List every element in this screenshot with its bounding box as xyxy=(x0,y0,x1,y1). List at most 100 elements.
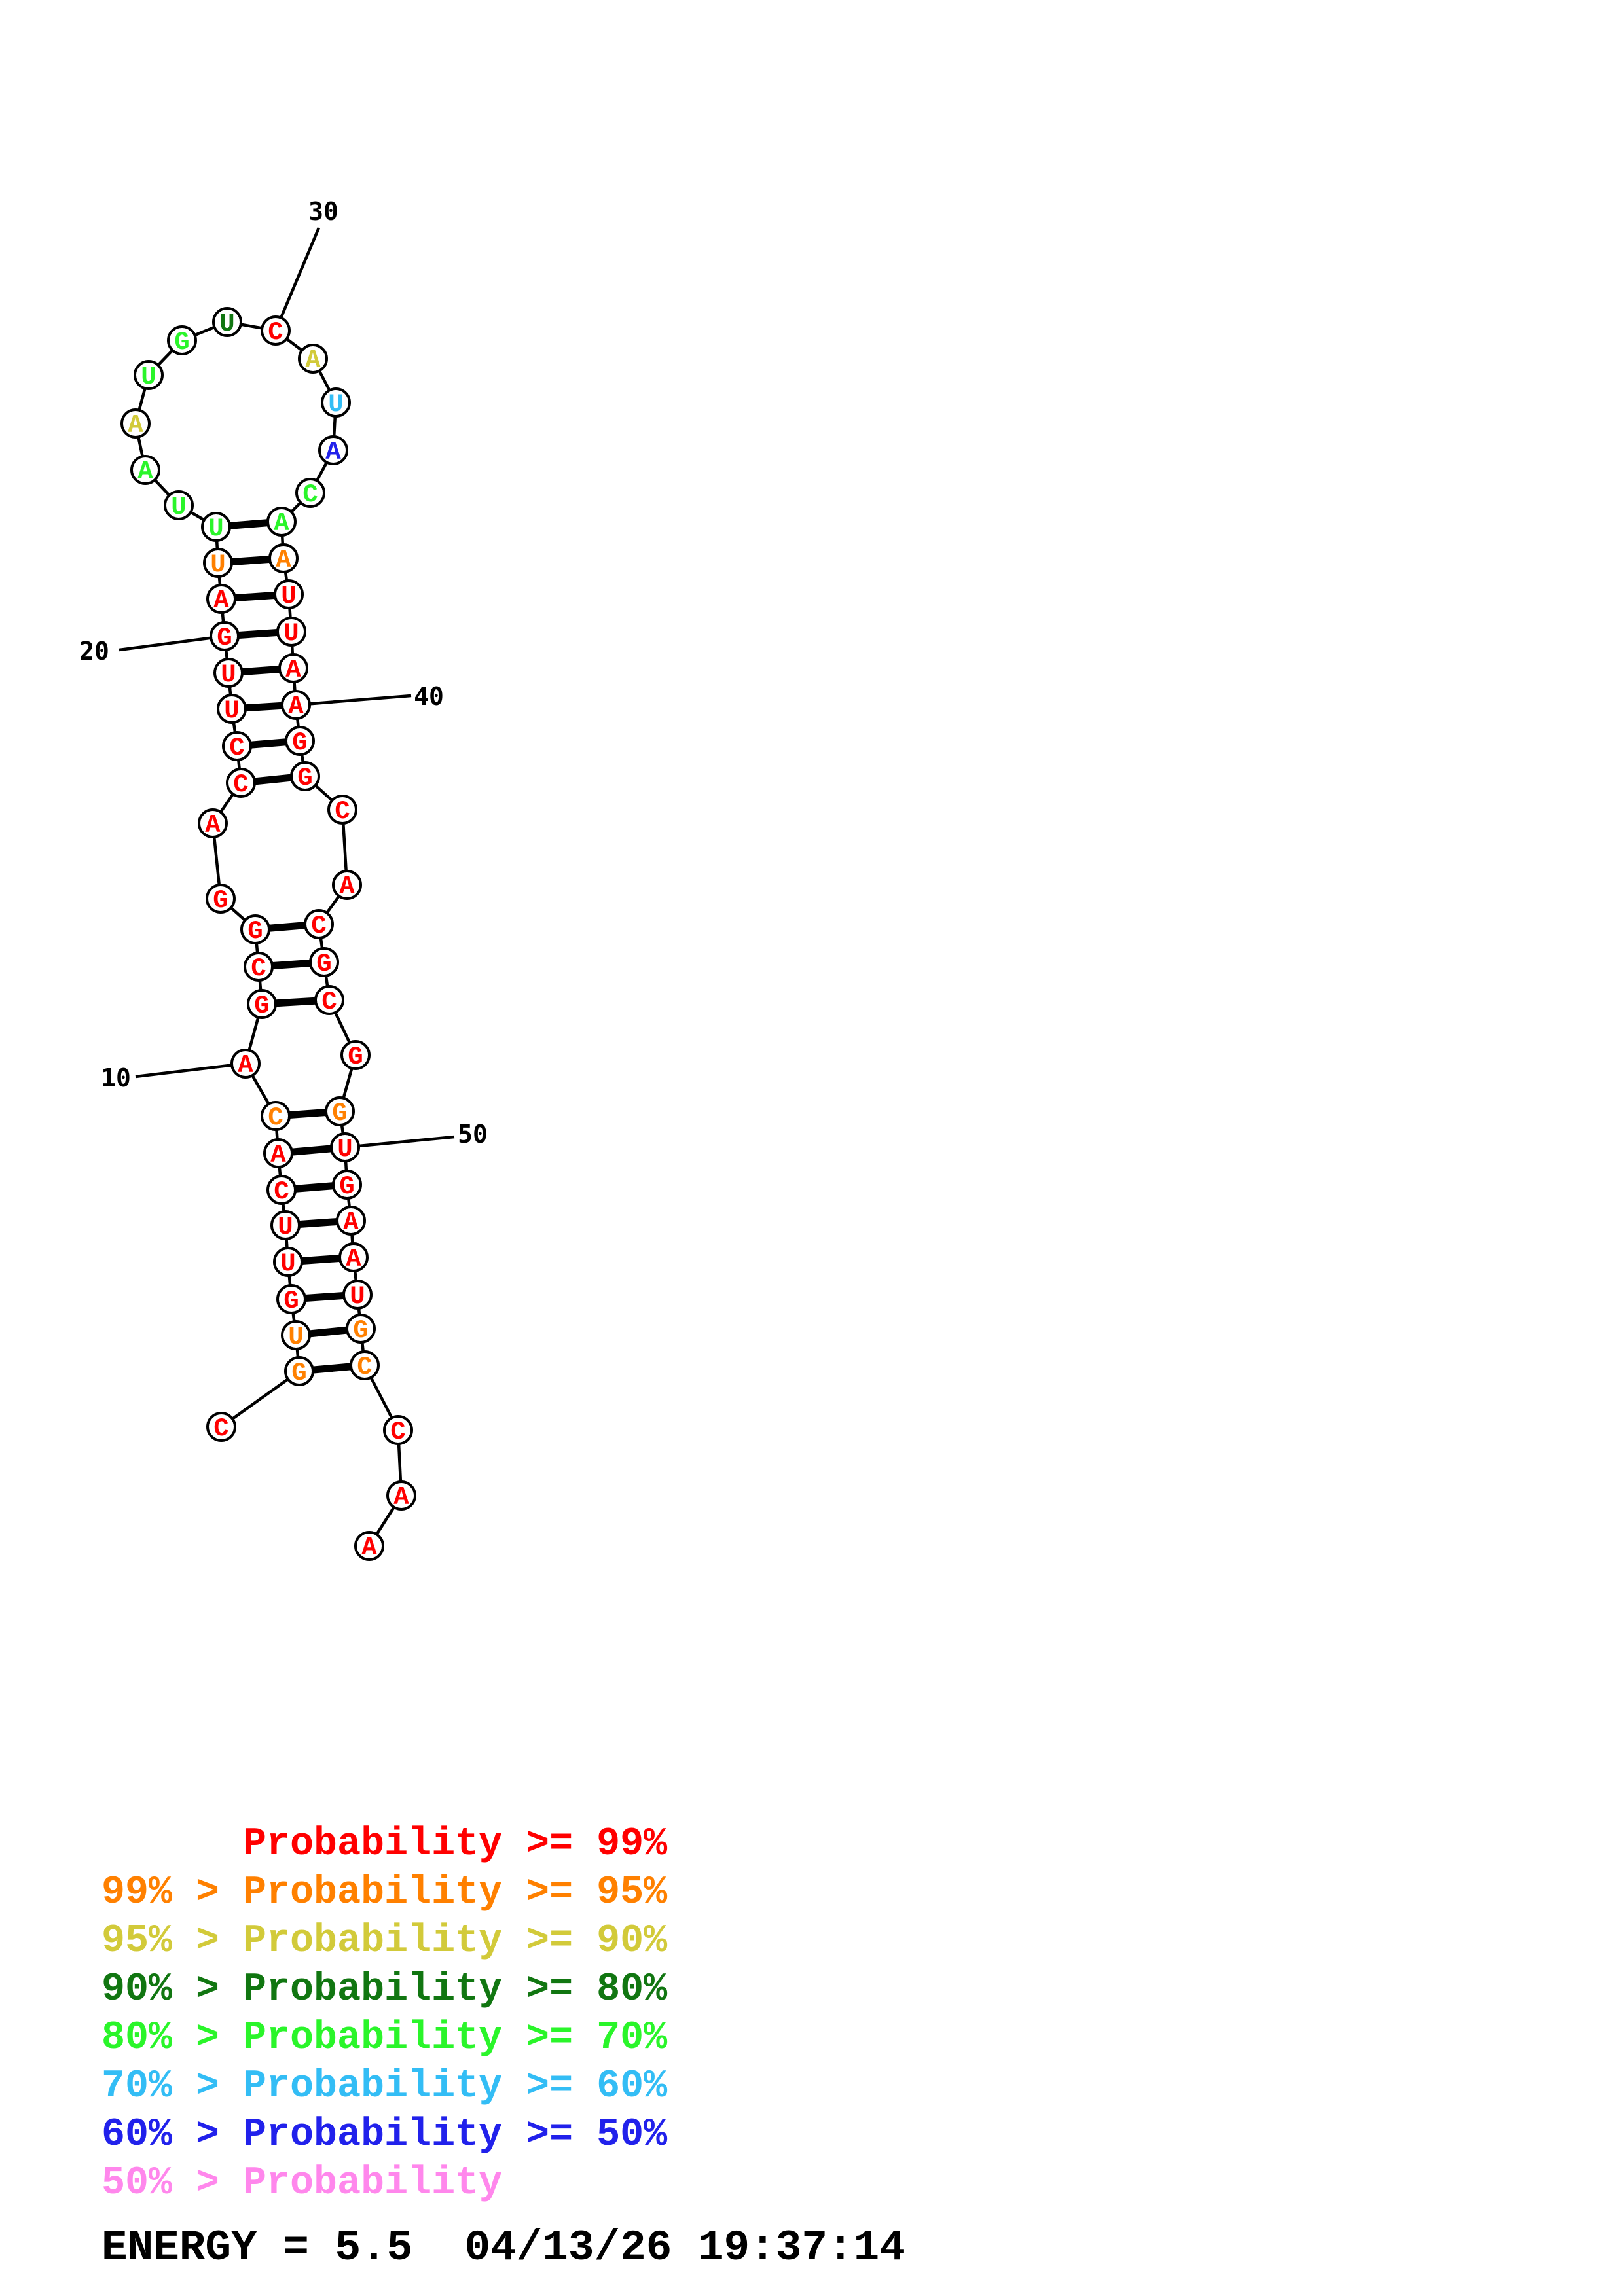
nucleotide-base: U xyxy=(221,660,236,689)
nucleotide-base: U xyxy=(208,514,223,543)
nucleotide-base: U xyxy=(224,696,239,725)
nucleotide-circle xyxy=(284,1356,314,1386)
nucleotide-base: A xyxy=(361,1534,377,1562)
energy-footer: ENERGY = 5.5 04/13/26 19:37:14 xyxy=(101,2223,905,2272)
nucleotide-base: A xyxy=(270,1141,286,1170)
nucleotide-circle xyxy=(222,731,252,761)
nucleotide-circle xyxy=(383,1415,413,1445)
sequence-number-label: 20 xyxy=(79,637,109,666)
nucleotide-circle xyxy=(206,884,236,914)
nucleotide-base: C xyxy=(321,988,337,1016)
nucleotide-circle xyxy=(350,1350,380,1380)
backbone-bond xyxy=(220,1370,301,1428)
nucleotide-base: C xyxy=(390,1418,405,1446)
nucleotide-base: C xyxy=(357,1353,372,1382)
nucleotide-circle xyxy=(212,307,242,337)
nucleotide-base: U xyxy=(210,550,225,579)
nucleotide-circle xyxy=(206,584,236,614)
nucleotide-circle xyxy=(201,512,231,542)
sequence-number-label: 50 xyxy=(458,1120,488,1149)
nucleotide-circle xyxy=(134,360,164,390)
nucleotide-base: U xyxy=(280,1249,295,1278)
nucleotide-circle xyxy=(198,808,228,838)
nucleotide-circle xyxy=(290,761,320,791)
nucleotide-circle xyxy=(167,325,197,355)
sequence-number-line xyxy=(135,1062,246,1079)
nucleotide-circle xyxy=(285,726,315,756)
nucleotide-circle xyxy=(274,579,304,609)
nucleotide-circle xyxy=(332,870,362,900)
nucleotide-circle xyxy=(304,909,334,939)
nucleotide-circle xyxy=(130,455,160,485)
nucleotide-circle xyxy=(164,490,194,520)
nucleotide-circle xyxy=(314,985,344,1015)
nucleotide-base: C xyxy=(268,318,283,347)
nucleotide-base: U xyxy=(281,582,296,611)
nucleotide-base: A xyxy=(276,546,291,575)
nucleotide-base: C xyxy=(233,770,248,799)
nucleotide-circle xyxy=(261,1101,291,1131)
nucleotide-circle xyxy=(203,548,233,578)
legend-row-p90: 95% > Probability >= 90% xyxy=(101,1919,668,1964)
nucleotide-base: A xyxy=(305,346,321,375)
sequence-number-label: 10 xyxy=(101,1064,131,1092)
legend-row-p80: 90% > Probability >= 80% xyxy=(101,1967,668,2012)
probability-legend: Probability >= 99% 99% > Probability >= … xyxy=(101,1822,668,2206)
nucleotide-base: G xyxy=(297,764,312,793)
sequence-number-line xyxy=(274,227,321,331)
nucleotide-base: A xyxy=(288,692,304,721)
nucleotide-circle xyxy=(230,1049,261,1079)
legend-row-p70: 80% > Probability >= 70% xyxy=(101,2016,668,2060)
nucleotide-circle xyxy=(278,653,308,683)
sequence-number-line xyxy=(119,634,225,652)
nucleotide-base: U xyxy=(288,1323,303,1352)
nucleotide-circle xyxy=(318,435,348,465)
nucleotide-base: C xyxy=(335,797,350,826)
nucleotide-circle xyxy=(268,543,299,573)
nucleotide-base: G xyxy=(283,1287,299,1316)
nucleotide-base: U xyxy=(283,619,299,648)
nucleotide-circle xyxy=(298,344,328,374)
nucleotide-circle xyxy=(336,1206,366,1236)
nucleotide-base: C xyxy=(302,480,318,509)
nucleotide-circle xyxy=(247,989,277,1019)
nucleotide-circle xyxy=(217,694,247,724)
nucleotide-circle xyxy=(276,617,306,647)
nucleotide-circle xyxy=(338,1242,369,1272)
nucleotide-base: G xyxy=(217,624,232,653)
nucleotide-circle xyxy=(270,1210,301,1240)
nucleotide-base: A xyxy=(205,811,221,840)
nucleotide-base: A xyxy=(346,1245,361,1274)
nucleotide-circle xyxy=(340,1040,371,1070)
nucleotide-base: C xyxy=(213,1414,228,1443)
nucleotide-circle xyxy=(213,658,244,688)
nucleotide-base: G xyxy=(174,328,189,357)
nucleotide-base: G xyxy=(332,1099,347,1128)
nucleotide-base: A xyxy=(137,457,153,486)
nucleotide-base: C xyxy=(268,1103,283,1132)
nucleotide-circle xyxy=(263,1138,293,1168)
nucleotide-circle xyxy=(276,1284,306,1314)
nucleotide-base: C xyxy=(251,954,266,983)
legend-row-lt50: 50% > Probability xyxy=(101,2161,502,2206)
nucleotide-base: G xyxy=(247,917,263,946)
nucleotide-base: A xyxy=(325,438,341,467)
nucleotide-base: U xyxy=(328,390,343,419)
nucleotide-base: G xyxy=(316,950,331,978)
nucleotide-circle xyxy=(210,621,240,651)
nucleotide-base: U xyxy=(278,1213,293,1242)
nucleotide-circle xyxy=(346,1314,376,1344)
nucleotide-circle xyxy=(266,1175,297,1205)
sequence-number-line xyxy=(344,1135,455,1149)
nucleotide-base: C xyxy=(311,912,326,941)
nucleotide-circle xyxy=(281,690,311,720)
nucleotide-base: U xyxy=(337,1135,352,1164)
nucleotide-base: A xyxy=(393,1483,409,1512)
nucleotide-circle xyxy=(240,914,270,944)
nucleotide-circle xyxy=(266,507,297,537)
legend-row-p99: Probability >= 99% xyxy=(101,1822,668,1867)
nucleotide-base: A xyxy=(213,586,229,615)
nucleotide-base: U xyxy=(171,493,186,522)
nucleotide-circle xyxy=(273,1247,303,1277)
